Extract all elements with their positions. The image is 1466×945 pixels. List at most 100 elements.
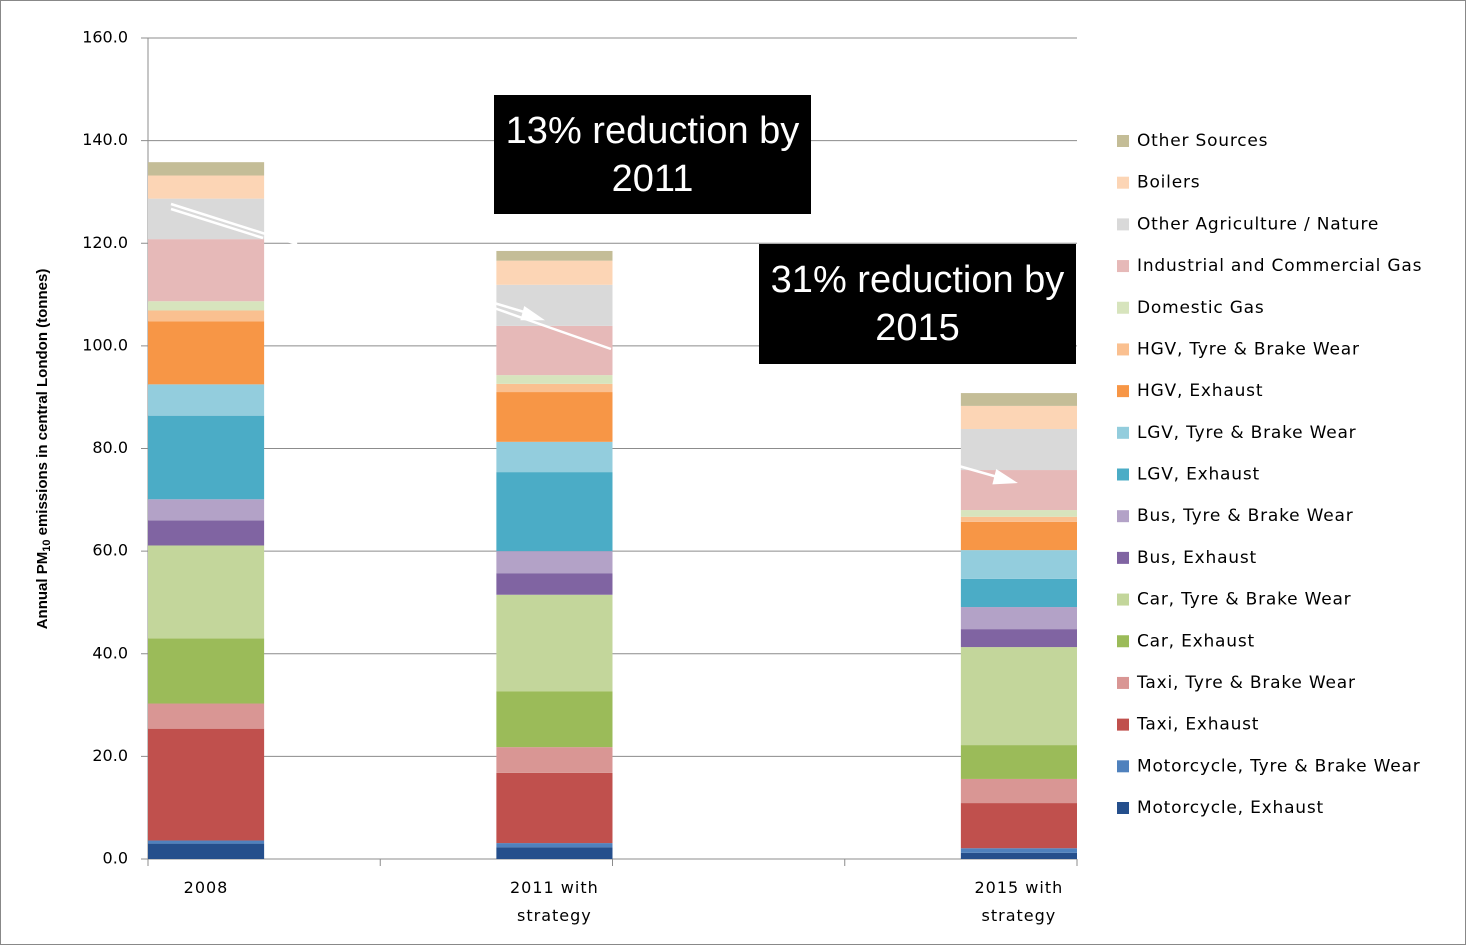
bar-segment [960,470,1077,511]
bar-segment [148,415,265,500]
legend-swatch [1117,510,1129,523]
bar-segment [960,405,1077,430]
bar-segment [496,573,613,595]
legend-swatch [1117,301,1129,314]
bar-segment [960,521,1077,551]
legend-swatch [1117,176,1129,189]
x-tick-label: 2008 [183,878,229,897]
y-tick-label: 100.0 [82,335,128,354]
legend-swatch [1117,385,1129,398]
y-label-sub: 10 [41,540,53,552]
legend-swatch [1117,593,1129,606]
legend-label: HGV, Tyre & Brake Wear [1137,339,1360,359]
bar-segment [148,728,265,841]
legend-label: Other Sources [1137,131,1268,151]
bar-segment [148,384,265,416]
legend-label: Car, Exhaust [1137,631,1255,651]
y-tick-label: 20.0 [92,746,128,765]
bar-segment [496,250,613,261]
y-tick-label: 0.0 [103,849,128,868]
bar-segment [496,325,613,376]
legend-label: LGV, Tyre & Brake Wear [1137,423,1356,443]
y-label-part: emissions in central London (tonnes) [34,269,51,540]
bar-segment [496,260,613,285]
bar-segment [496,747,613,773]
bar-segment [960,607,1077,630]
legend-swatch [1117,551,1129,564]
bar-segment [148,301,265,311]
bar-segment [148,703,265,729]
bar-segment [148,840,265,844]
bar-segment [960,429,1077,471]
bar-segment [496,843,613,848]
bar-segment [496,772,613,844]
y-tick-label: 140.0 [82,130,128,149]
legend-swatch [1117,218,1129,231]
bar-segment [496,284,613,326]
bar-segment [496,847,613,859]
arrows [170,202,1018,485]
y-tick-label: 120.0 [82,233,128,252]
bar-segment [148,520,265,546]
bar-segment [496,383,613,393]
bar-segment [496,375,613,384]
y-tick-label: 60.0 [92,541,128,560]
bar-segment [496,691,613,748]
legend-label: Taxi, Exhaust [1136,715,1259,735]
legend-label: Car, Tyre & Brake Wear [1137,590,1351,610]
legend-label: Motorcycle, Exhaust [1137,798,1324,818]
legend-swatch [1117,760,1129,773]
bar-segment [960,393,1077,406]
bar-segment [148,321,265,385]
bar-segment [148,499,265,521]
legend-label: Bus, Tyre & Brake Wear [1137,506,1354,526]
legend-swatch [1117,468,1129,481]
bar-segment [960,516,1077,522]
legend-swatch [1117,635,1129,648]
bar-segment [148,162,265,176]
legend-swatch [1117,718,1129,731]
x-tick-label: 2015 with strategy [974,878,1064,925]
bar-segment [960,745,1077,779]
legend-label: Industrial and Commercial Gas [1137,256,1422,276]
bar-segment [496,472,613,552]
bar-segment [960,510,1077,517]
bar-segment [960,550,1077,579]
bar-segment [496,551,613,574]
legend-swatch [1117,802,1129,814]
legend-swatch [1117,343,1129,356]
bar-segment [960,848,1077,853]
y-tick-label: 160.0 [82,28,128,47]
legend-swatch [1117,135,1129,147]
bar-segment [496,441,613,473]
bar-segment [496,594,613,692]
legend-label: Taxi, Tyre & Brake Wear [1136,673,1356,693]
legend-label: Bus, Exhaust [1137,548,1257,568]
bar-segment [148,545,265,639]
bar-segment [960,629,1077,648]
legend-swatch [1117,676,1129,689]
bar-segment [148,239,265,302]
legend-label: Other Agriculture / Nature [1137,214,1379,234]
legend-label: HGV, Exhaust [1137,381,1263,401]
bar-segment [148,843,265,859]
legend-swatch [1117,426,1129,439]
y-tick-label: 80.0 [92,438,128,457]
bar-segment [960,778,1077,804]
bar-segment [960,647,1077,746]
bar-segment [496,392,613,442]
legend-swatch [1117,260,1129,273]
x-tick-label: 2011 with strategy [510,878,599,925]
annotation: 13% reduction by 2011 [494,95,811,214]
legend-label: Domestic Gas [1137,298,1265,318]
legend-label: Boilers [1137,173,1200,193]
bar-segment [148,175,265,199]
bar-segment [960,578,1077,608]
bar-segment [960,803,1077,849]
annotation: 31% reduction by 2015 [759,244,1076,364]
y-tick-label: 40.0 [92,643,128,662]
bar-segment [148,310,265,322]
y-axis-label: Annual PM10 emissions in central London … [34,269,53,630]
